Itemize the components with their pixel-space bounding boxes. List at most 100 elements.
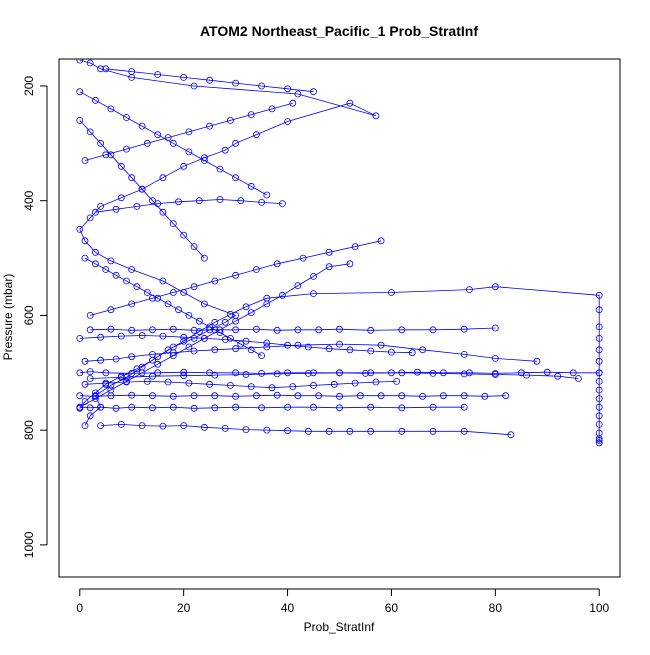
data-point (180, 337, 188, 345)
data-point (242, 426, 250, 434)
data-point (429, 403, 437, 411)
data-point (237, 197, 245, 205)
data-point (128, 174, 136, 182)
data-point (206, 122, 214, 130)
data-point (330, 380, 338, 388)
data-point (123, 277, 130, 285)
data-point (325, 263, 333, 271)
data-point (159, 277, 167, 285)
data-point (336, 404, 343, 412)
series-line (79, 59, 377, 426)
data-point (221, 318, 229, 326)
y-tick-label: 1000 (22, 531, 36, 558)
data-point (273, 391, 281, 399)
data-point (175, 306, 182, 314)
data-point (247, 182, 255, 190)
data-point (242, 303, 250, 311)
data-point (117, 420, 125, 428)
data-point (190, 347, 198, 355)
data-point (232, 79, 240, 87)
data-point (180, 372, 188, 380)
data-point (138, 422, 146, 430)
series-line (90, 327, 496, 331)
data-point (346, 260, 354, 268)
data-point (97, 139, 104, 147)
data-point (138, 369, 146, 377)
data-point (76, 225, 84, 233)
data-point (154, 71, 162, 78)
data-point (211, 371, 219, 379)
data-point (76, 117, 84, 124)
data-point (97, 202, 104, 210)
data-point (92, 208, 99, 216)
plot-marks (76, 59, 603, 447)
data-point (190, 404, 198, 412)
data-point (398, 369, 406, 377)
data-point (81, 237, 89, 245)
data-point (180, 333, 188, 341)
data-point (133, 202, 141, 210)
x-tick-label: 40 (281, 601, 295, 615)
series-line (79, 406, 465, 409)
x-tick-label: 0 (76, 601, 83, 615)
data-point (284, 369, 292, 377)
data-point (258, 82, 266, 90)
series-line (84, 257, 262, 356)
data-point (164, 378, 172, 386)
series-line (84, 102, 293, 161)
data-point (595, 334, 603, 342)
data-point (595, 306, 603, 314)
data-point (226, 310, 234, 318)
data-point (278, 291, 286, 299)
plot-frame (58, 58, 621, 578)
data-point (377, 392, 385, 400)
data-point (92, 392, 99, 400)
data-point (263, 300, 271, 308)
data-point (86, 412, 94, 420)
data-point (491, 354, 499, 362)
data-point (169, 392, 177, 400)
data-point (294, 392, 302, 400)
data-point (252, 392, 260, 400)
data-point (97, 356, 104, 364)
data-point (460, 350, 468, 358)
data-point (247, 346, 255, 354)
data-point (595, 420, 603, 428)
data-point (258, 352, 266, 360)
data-point (102, 266, 110, 273)
x-axis-label: Prob_StratInf (304, 620, 375, 634)
data-point (200, 423, 208, 431)
data-point (195, 328, 203, 335)
data-point (258, 198, 266, 206)
data-point (460, 403, 468, 411)
data-point (595, 429, 603, 437)
data-point (595, 357, 603, 365)
data-point (242, 337, 250, 345)
data-point (325, 248, 333, 256)
data-point (143, 289, 151, 296)
data-point (221, 146, 229, 154)
series-line (79, 335, 413, 354)
data-point (211, 318, 219, 326)
data-point (439, 369, 447, 377)
data-point (195, 317, 203, 325)
data-point (336, 392, 343, 400)
data-point (190, 82, 198, 90)
data-point (232, 174, 240, 182)
data-point (595, 346, 603, 354)
data-point (180, 422, 188, 430)
data-point (97, 422, 104, 430)
data-point (159, 174, 167, 182)
data-point (398, 326, 406, 334)
data-point (232, 369, 240, 377)
data-point (569, 369, 577, 377)
data-point (226, 381, 234, 389)
data-point (377, 237, 385, 245)
data-point (123, 145, 130, 153)
series-line (84, 343, 537, 362)
data-point (185, 311, 193, 319)
data-point (107, 325, 115, 333)
data-point (299, 254, 307, 262)
data-point (112, 271, 120, 279)
